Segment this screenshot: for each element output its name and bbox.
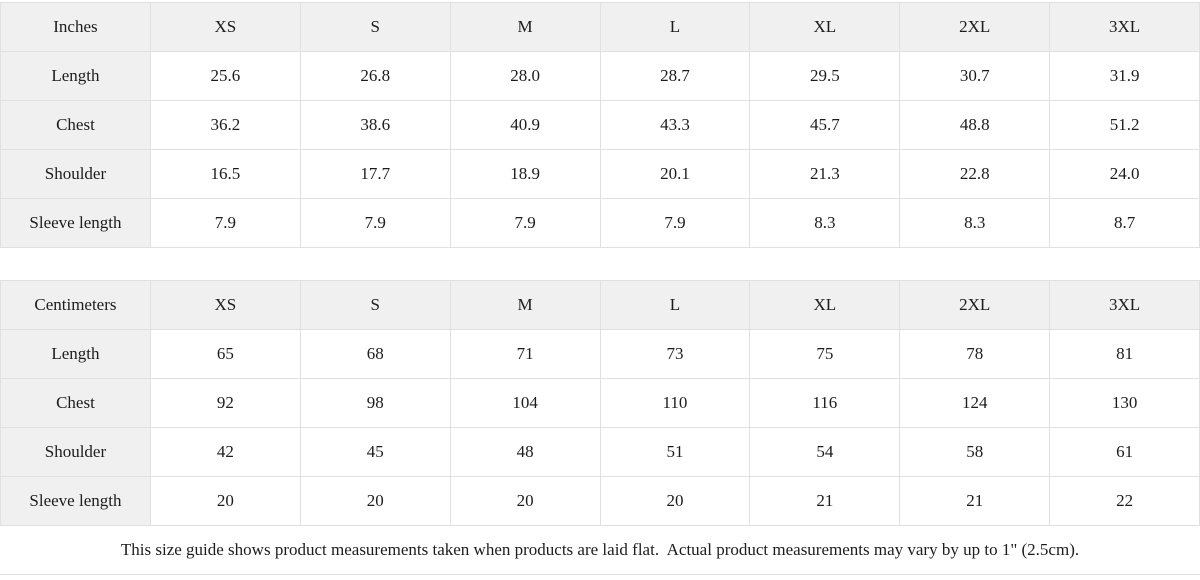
centimeters-size-header-xl: XL: [749, 280, 901, 330]
inches-chest-xl: 45.7: [749, 100, 901, 150]
inches-sleeve-length-xl: 8.3: [749, 198, 901, 248]
centimeters-length-s: 68: [299, 329, 451, 379]
centimeters-length-3xl: 81: [1049, 329, 1200, 379]
centimeters-shoulder-xl: 54: [749, 427, 901, 477]
centimeters-table-header: Centimeters XS S M L XL 2XL 3XL: [0, 280, 1200, 330]
centimeters-chest-xl: 116: [749, 378, 901, 428]
centimeters-chest-xs: 92: [149, 378, 301, 428]
centimeters-row-sleeve-length: Sleeve length 20 20 20 20 21 21 22: [0, 476, 1200, 526]
centimeters-row-label-chest: Chest: [0, 378, 151, 428]
centimeters-row-label-sleeve-length: Sleeve length: [0, 476, 151, 526]
inches-size-header-xs: XS: [149, 2, 301, 52]
centimeters-size-header-l: L: [599, 280, 751, 330]
inches-row-label-shoulder: Shoulder: [0, 149, 151, 199]
centimeters-shoulder-m: 48: [449, 427, 601, 477]
size-guide-disclaimer: This size guide shows product measuremen…: [0, 526, 1200, 575]
centimeters-sleeve-length-s: 20: [299, 476, 451, 526]
inches-table-header: Inches XS S M L XL 2XL 3XL: [0, 2, 1200, 52]
inches-sleeve-length-xs: 7.9: [149, 198, 301, 248]
centimeters-sleeve-length-3xl: 22: [1049, 476, 1200, 526]
inches-shoulder-xl: 21.3: [749, 149, 901, 199]
inches-row-label-sleeve-length: Sleeve length: [0, 198, 151, 248]
inches-size-header-xl: XL: [749, 2, 901, 52]
inches-chest-m: 40.9: [449, 100, 601, 150]
centimeters-chest-l: 110: [599, 378, 751, 428]
centimeters-sleeve-length-xl: 21: [749, 476, 901, 526]
inches-shoulder-l: 20.1: [599, 149, 751, 199]
centimeters-length-m: 71: [449, 329, 601, 379]
centimeters-table-body: Length 65 68 71 73 75 78 81 Chest 92 98 104 110 116 12…: [0, 329, 1200, 526]
inches-header-row: Inches XS S M L XL 2XL 3XL: [0, 2, 1200, 52]
centimeters-sleeve-length-l: 20: [599, 476, 751, 526]
inches-length-l: 28.7: [599, 51, 751, 101]
inches-shoulder-3xl: 24.0: [1049, 149, 1200, 199]
inches-shoulder-s: 17.7: [299, 149, 451, 199]
centimeters-size-header-s: S: [299, 280, 451, 330]
inches-size-header-m: M: [449, 2, 601, 52]
centimeters-header-row: Centimeters XS S M L XL 2XL 3XL: [0, 280, 1200, 330]
centimeters-row-label-shoulder: Shoulder: [0, 427, 151, 477]
inches-row-chest: Chest 36.2 38.6 40.9 43.3 45.7 48.8 51.2: [0, 100, 1200, 150]
inches-sleeve-length-2xl: 8.3: [899, 198, 1051, 248]
inches-sleeve-length-m: 7.9: [449, 198, 601, 248]
inches-size-table: Inches XS S M L XL 2XL 3XL Length 25.6 26.8 28.0 28…: [0, 2, 1200, 248]
inches-row-label-length: Length: [0, 51, 151, 101]
centimeters-shoulder-2xl: 58: [899, 427, 1051, 477]
centimeters-sleeve-length-xs: 20: [149, 476, 301, 526]
centimeters-size-header-m: M: [449, 280, 601, 330]
inches-table-body: Length 25.6 26.8 28.0 28.7 29.5 30.7 31.9 Chest 3…: [0, 51, 1200, 248]
centimeters-shoulder-xs: 42: [149, 427, 301, 477]
centimeters-sleeve-length-2xl: 21: [899, 476, 1051, 526]
centimeters-length-xs: 65: [149, 329, 301, 379]
centimeters-shoulder-l: 51: [599, 427, 751, 477]
inches-unit-header: Inches: [0, 2, 151, 52]
centimeters-shoulder-3xl: 61: [1049, 427, 1200, 477]
inches-length-m: 28.0: [449, 51, 601, 101]
centimeters-size-table: Centimeters XS S M L XL 2XL 3XL Length 65 68 71 73 7…: [0, 280, 1200, 526]
inches-sleeve-length-3xl: 8.7: [1049, 198, 1200, 248]
centimeters-size-header-3xl: 3XL: [1049, 280, 1200, 330]
inches-row-length: Length 25.6 26.8 28.0 28.7 29.5 30.7 31.9: [0, 51, 1200, 101]
centimeters-chest-s: 98: [299, 378, 451, 428]
centimeters-length-l: 73: [599, 329, 751, 379]
inches-chest-2xl: 48.8: [899, 100, 1051, 150]
centimeters-row-label-length: Length: [0, 329, 151, 379]
inches-size-header-3xl: 3XL: [1049, 2, 1200, 52]
inches-length-s: 26.8: [299, 51, 451, 101]
centimeters-row-length: Length 65 68 71 73 75 78 81: [0, 329, 1200, 379]
inches-shoulder-m: 18.9: [449, 149, 601, 199]
inches-length-xl: 29.5: [749, 51, 901, 101]
inches-length-xs: 25.6: [149, 51, 301, 101]
centimeters-unit-header: Centimeters: [0, 280, 151, 330]
inches-shoulder-xs: 16.5: [149, 149, 301, 199]
centimeters-sleeve-length-m: 20: [449, 476, 601, 526]
centimeters-chest-3xl: 130: [1049, 378, 1200, 428]
inches-size-header-s: S: [299, 2, 451, 52]
centimeters-chest-2xl: 124: [899, 378, 1051, 428]
inches-row-shoulder: Shoulder 16.5 17.7 18.9 20.1 21.3 22.8 24.0: [0, 149, 1200, 199]
inches-size-header-2xl: 2XL: [899, 2, 1051, 52]
inches-row-sleeve-length: Sleeve length 7.9 7.9 7.9 7.9 8.3 8.3 8.7: [0, 198, 1200, 248]
inches-length-2xl: 30.7: [899, 51, 1051, 101]
inches-length-3xl: 31.9: [1049, 51, 1200, 101]
inches-chest-l: 43.3: [599, 100, 751, 150]
inches-shoulder-2xl: 22.8: [899, 149, 1051, 199]
centimeters-row-chest: Chest 92 98 104 110 116 124 130: [0, 378, 1200, 428]
inches-row-label-chest: Chest: [0, 100, 151, 150]
inches-sleeve-length-s: 7.9: [299, 198, 451, 248]
inches-chest-3xl: 51.2: [1049, 100, 1200, 150]
centimeters-chest-m: 104: [449, 378, 601, 428]
centimeters-shoulder-s: 45: [299, 427, 451, 477]
inches-sleeve-length-l: 7.9: [599, 198, 751, 248]
inches-chest-xs: 36.2: [149, 100, 301, 150]
centimeters-size-header-xs: XS: [149, 280, 301, 330]
inches-chest-s: 38.6: [299, 100, 451, 150]
centimeters-row-shoulder: Shoulder 42 45 48 51 54 58 61: [0, 427, 1200, 477]
centimeters-length-2xl: 78: [899, 329, 1051, 379]
centimeters-size-header-2xl: 2XL: [899, 280, 1051, 330]
table-spacer: [0, 248, 1200, 280]
centimeters-length-xl: 75: [749, 329, 901, 379]
inches-size-header-l: L: [599, 2, 751, 52]
